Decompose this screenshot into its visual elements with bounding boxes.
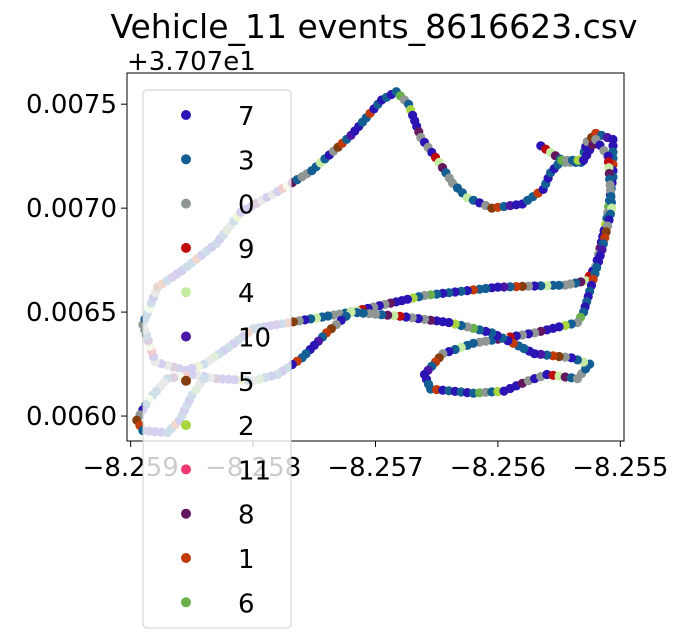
legend-marker-2 <box>181 420 191 431</box>
legend-marker-10 <box>181 331 191 342</box>
x-tick-label: −8.255 <box>572 453 668 483</box>
legend-marker-5 <box>181 375 191 386</box>
y-offset-label: +3.707e1 <box>127 47 256 77</box>
legend-marker-11 <box>181 464 191 475</box>
x-tick-label: −8.257 <box>327 453 423 483</box>
data-point-7 <box>608 134 618 145</box>
y-tick-label: 0.0075 <box>26 90 117 120</box>
legend-marker-0 <box>181 198 191 209</box>
legend-label-6: 6 <box>238 589 255 619</box>
y-tick-label: 0.0060 <box>26 402 117 432</box>
legend-marker-4 <box>181 287 191 298</box>
legend-marker-7 <box>181 110 191 120</box>
legend-label-5: 5 <box>238 368 255 398</box>
y-tick-label: 0.0070 <box>26 194 117 224</box>
legend-label-9: 9 <box>238 235 255 265</box>
legend-marker-1 <box>181 553 191 563</box>
legend-label-1: 1 <box>238 545 255 575</box>
legend-label-2: 2 <box>238 412 255 442</box>
legend-label-10: 10 <box>238 324 271 354</box>
chart-title: Vehicle_11 events_8616623.csv <box>110 7 637 46</box>
legend-label-0: 0 <box>238 191 255 221</box>
legend-label-7: 7 <box>238 102 255 132</box>
legend-box <box>142 89 292 629</box>
legend-marker-6 <box>181 597 191 608</box>
legend-label-11: 11 <box>238 456 271 486</box>
legend-label-3: 3 <box>238 146 255 176</box>
legend-marker-3 <box>181 154 191 165</box>
x-tick-label: −8.256 <box>450 453 546 483</box>
legend-marker-8 <box>181 508 191 519</box>
y-tick-label: 0.0065 <box>26 298 117 328</box>
legend: 7 3 0 9 4 10 5 2 11 8 1 6 <box>142 89 292 629</box>
legend-label-4: 4 <box>238 279 255 309</box>
legend-label-8: 8 <box>238 501 255 531</box>
legend-marker-9 <box>181 242 191 253</box>
